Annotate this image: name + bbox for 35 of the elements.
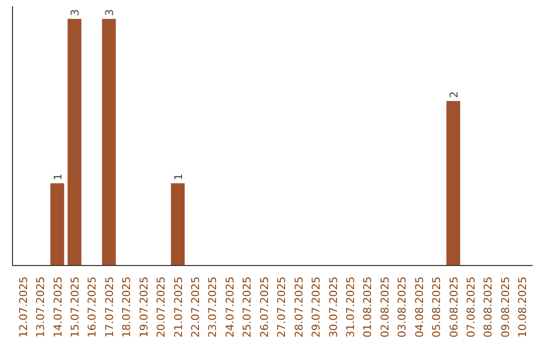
x-tick-label: 25.07.2025 — [240, 276, 254, 338]
x-tick-label: 22.07.2025 — [189, 276, 202, 338]
x-tick-label: 15.07.2025 — [68, 276, 82, 338]
x-tick-label: 20.07.2025 — [154, 276, 168, 338]
x-tick-label: 13.07.2025 — [34, 276, 48, 338]
x-tick-label: 17.07.2025 — [102, 276, 116, 338]
x-tick-label: 03.08.2025 — [396, 276, 409, 338]
x-tick-label: 06.08.2025 — [447, 276, 460, 338]
x-tick-label: 30.07.2025 — [326, 276, 340, 338]
x-tick-label: 18.07.2025 — [120, 276, 134, 338]
x-tick-label: 07.08.2025 — [464, 276, 478, 338]
x-tick-label: 21.07.2025 — [172, 276, 185, 338]
data-label: 1 — [51, 173, 64, 180]
x-tick-label: 31.07.2025 — [344, 276, 357, 338]
x-tick-label: 23.07.2025 — [206, 276, 220, 338]
data-label: 3 — [68, 9, 82, 16]
x-tick-label: 01.08.2025 — [361, 276, 374, 338]
x-tick-label: 16.07.2025 — [86, 276, 99, 338]
x-tick-label: 27.07.2025 — [275, 276, 288, 338]
x-tick-label: 09.08.2025 — [498, 276, 512, 338]
x-tick-label: 08.08.2025 — [482, 276, 495, 338]
x-tick-label: 14.07.2025 — [51, 276, 64, 338]
x-tick-label: 19.07.2025 — [137, 276, 150, 338]
x-tick-label: 10.08.2025 — [516, 276, 530, 338]
x-tick-label: 24.07.2025 — [223, 276, 236, 338]
x-tick-label: 12.07.2025 — [16, 276, 30, 338]
data-label: 2 — [447, 91, 460, 98]
x-tick-label: 26.07.2025 — [258, 276, 271, 338]
x-tick-label: 02.08.2025 — [378, 276, 392, 338]
x-tick-label: 04.08.2025 — [412, 276, 426, 338]
data-label: 3 — [102, 9, 116, 16]
x-tick-label: 28.07.2025 — [292, 276, 306, 338]
data-label: 1 — [172, 173, 185, 180]
x-tick-label: 05.08.2025 — [430, 276, 444, 338]
x-tick-label: 29.07.2025 — [310, 276, 323, 338]
